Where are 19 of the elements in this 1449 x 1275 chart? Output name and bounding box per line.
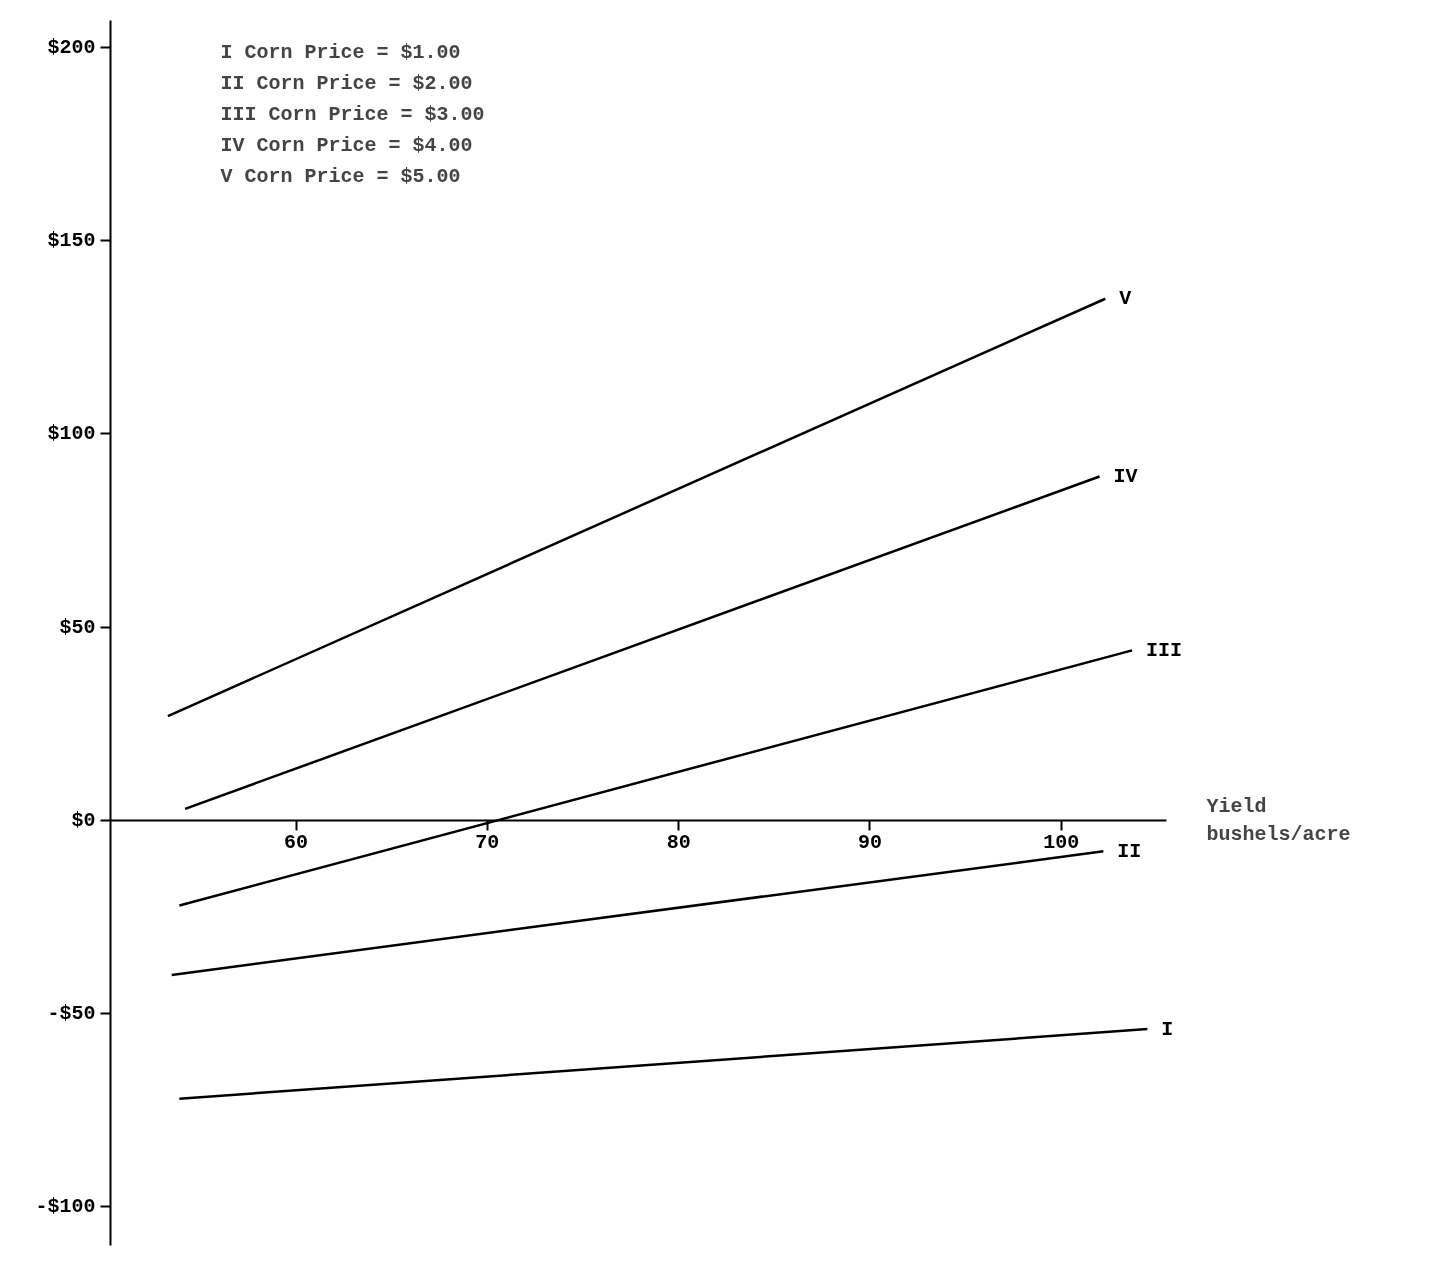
annotation: I Corn Price = $1.00 II Corn Price = $2.00 III Corn Price = $3.00 IV Corn Price = $4.00 V Corn Price = $5.00: [220, 40, 485, 188]
x-tick-label: 90: [857, 831, 882, 855]
y-tick-label: $150: [47, 229, 96, 253]
series-label: I: [1161, 1017, 1174, 1041]
x-tick-label: 70: [475, 831, 500, 855]
series-label: IV: [1113, 464, 1138, 488]
x-tick-label: 80: [666, 831, 691, 855]
x-axis-title: Yield bushels/acre: [1206, 795, 1351, 846]
y-tick-label: -$50: [47, 1002, 96, 1026]
y-tick-label: -$100: [35, 1195, 96, 1219]
y-tick-label: $50: [59, 615, 96, 639]
y-tick-label: $0: [71, 808, 96, 832]
x-tick-label: 100: [1043, 831, 1080, 855]
series-label: III: [1146, 638, 1183, 662]
y-tick-label: $200: [47, 36, 96, 60]
series-label: V: [1119, 287, 1132, 311]
series-label: II: [1117, 839, 1142, 863]
y-tick-label: $100: [47, 422, 96, 446]
x-tick-label: 60: [284, 831, 309, 855]
